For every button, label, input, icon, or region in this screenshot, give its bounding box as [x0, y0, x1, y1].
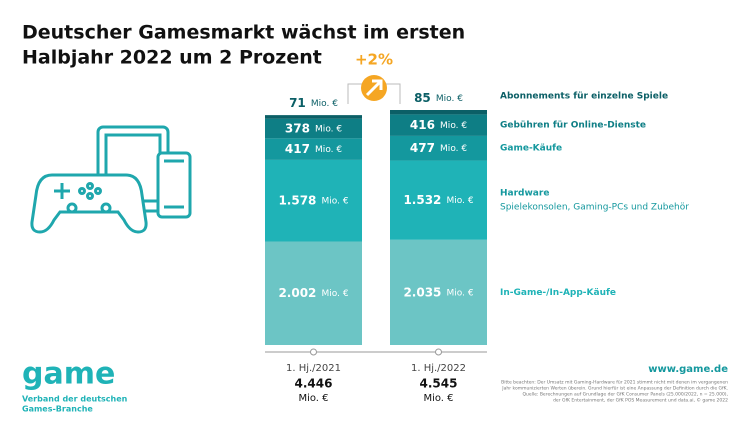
organization: Games-Branche [22, 405, 93, 414]
bar-segment [390, 110, 487, 115]
organization: Verband der deutschen [22, 395, 128, 404]
legend-label: Game-Käufe [500, 144, 562, 154]
total-unit: Mio. € [298, 393, 328, 404]
change-badge [347, 75, 401, 104]
change-label: +2% [355, 51, 393, 69]
value-label: 85 Mio. € [414, 88, 463, 107]
legend-description: Spielekonsolen, Gaming-PCs und Zubehör [500, 203, 689, 213]
axis-dot [310, 348, 317, 356]
value-unit: Mio. € [315, 145, 342, 155]
x-tick-label: 1. Hj./2022 [411, 363, 466, 374]
value-number: 71 [289, 96, 306, 110]
axis-dot [435, 348, 442, 356]
value-number: 477 [410, 141, 435, 155]
legend-label: In-Game-/In-App-Käufe [500, 288, 616, 298]
bar-segment [390, 114, 487, 136]
value-label: 477 Mio. € [410, 138, 467, 157]
total-label: 4.545 [420, 377, 458, 391]
total-label: 4.446 [295, 377, 333, 391]
value-unit: Mio. € [436, 94, 463, 104]
value-number: 417 [285, 142, 310, 156]
value-unit: Mio. € [311, 99, 338, 109]
bar-segment [390, 160, 487, 240]
value-label: 1.578 Mio. € [278, 190, 348, 209]
logo: game [22, 357, 115, 392]
footnote: Quelle: Berechnungen auf Grundlage der G… [522, 392, 728, 398]
value-label: 2.002 Mio. € [278, 283, 348, 302]
value-number: 85 [414, 91, 431, 105]
footnote: Jahr kommunizierten Werten überein. Grun… [501, 386, 728, 392]
value-label: 1.532 Mio. € [403, 190, 473, 209]
value-label: 417 Mio. € [285, 139, 342, 158]
value-label: 71 Mio. € [289, 93, 338, 112]
value-unit: Mio. € [447, 196, 474, 206]
value-number: 2.002 [278, 286, 316, 300]
bar-segment [265, 159, 362, 242]
value-label: 416 Mio. € [410, 115, 467, 134]
value-number: 416 [410, 118, 435, 132]
legend-label: Gebühren für Online-Dienste [500, 121, 646, 131]
value-label: 2.035 Mio. € [403, 282, 473, 301]
x-tick-label: 1. Hj./2021 [286, 363, 341, 374]
bar-segment [265, 138, 362, 160]
chart-title: Deutscher Gamesmarkt wächst im ersten [22, 22, 465, 44]
value-unit: Mio. € [447, 288, 474, 298]
value-number: 378 [285, 121, 310, 135]
footnote: der GfK Entertainment, der GfK POS Measu… [553, 397, 728, 404]
value-unit: Mio. € [440, 144, 467, 154]
value-number: 1.532 [403, 193, 441, 207]
value-unit: Mio. € [322, 196, 349, 206]
total-unit: Mio. € [423, 393, 453, 404]
bar-segment [390, 135, 487, 161]
value-unit: Mio. € [322, 289, 349, 299]
value-number: 1.578 [278, 193, 316, 207]
footnote: Bitte beachten: Der Umsatz mit Gaming-Ha… [501, 380, 728, 386]
value-unit: Mio. € [315, 124, 342, 134]
bar-segment [265, 115, 362, 119]
legend-label: Hardware [500, 189, 549, 199]
bar-segment [265, 118, 362, 139]
device-icons [30, 125, 192, 234]
website: www.game.de [648, 364, 728, 375]
bar-segment [265, 241, 362, 345]
value-number: 2.035 [403, 285, 441, 299]
value-label: 378 Mio. € [285, 118, 342, 137]
chart-title: Halbjahr 2022 um 2 Prozent [22, 47, 322, 69]
bar-segment [390, 239, 487, 345]
value-unit: Mio. € [440, 121, 467, 131]
legend-label: Abonnements für einzelne Spiele [500, 92, 668, 102]
